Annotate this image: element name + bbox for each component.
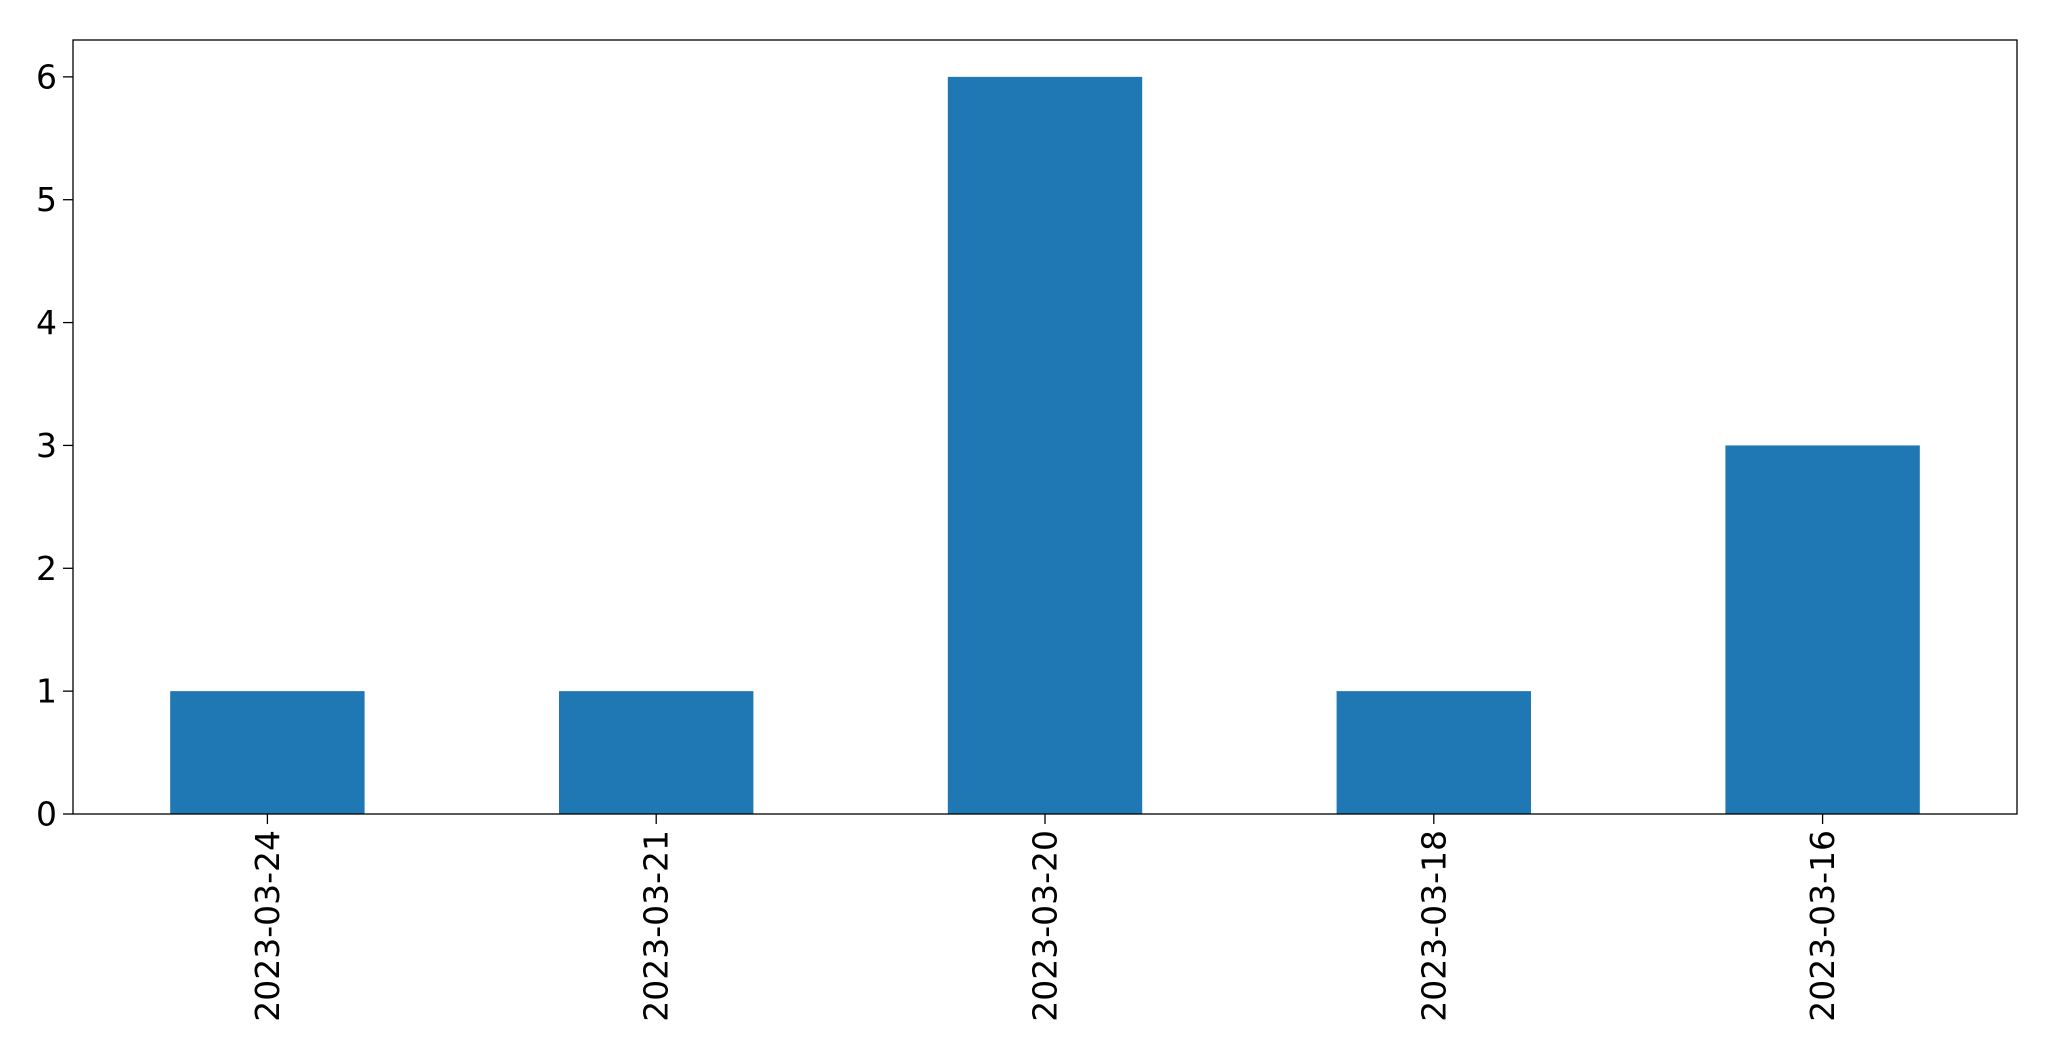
y-tick-label: 5 bbox=[36, 180, 57, 219]
x-axis: 2023-03-24 2023-03-21 2023-03-20 2023-03-18… bbox=[248, 814, 1842, 1022]
x-tick-label: 2023-03-24 bbox=[248, 830, 287, 1022]
bar-2023-03-20 bbox=[947, 76, 1143, 815]
bar-2023-03-24 bbox=[170, 691, 365, 814]
y-tick-label: 0 bbox=[36, 795, 57, 834]
bar-2023-03-18 bbox=[1336, 691, 1531, 814]
plot-frame bbox=[72, 39, 2018, 815]
bars-group bbox=[170, 76, 1920, 815]
y-tick-label: 4 bbox=[36, 303, 57, 342]
x-tick-label: 2023-03-20 bbox=[1026, 830, 1065, 1022]
y-tick-label: 1 bbox=[36, 672, 57, 711]
bar-2023-03-21 bbox=[559, 691, 754, 814]
x-tick-label: 2023-03-16 bbox=[1803, 830, 1842, 1022]
x-tick-label: 2023-03-18 bbox=[1414, 830, 1453, 1022]
bar-2023-03-16 bbox=[1725, 445, 1920, 814]
y-tick-label: 3 bbox=[36, 426, 57, 465]
y-axis: 0 1 2 3 4 5 6 bbox=[36, 57, 73, 834]
y-tick-label: 6 bbox=[36, 57, 57, 96]
x-tick-label: 2023-03-21 bbox=[637, 830, 676, 1022]
y-tick-label: 2 bbox=[36, 549, 57, 588]
